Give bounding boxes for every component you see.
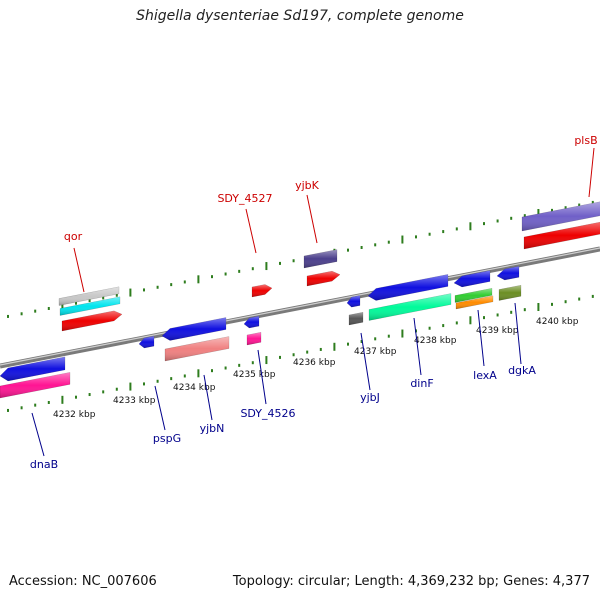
gene-feature[interactable] [303,249,338,269]
gene-feature[interactable] [306,270,341,287]
leader-sdy4527 [245,208,257,254]
leader-yjbk [306,194,318,244]
gene-label-qor: qor [64,230,83,243]
scale-label: 4237 kbp [354,347,397,357]
gene-feature[interactable] [161,317,227,341]
genome-summary-text: Topology: circular; Length: 4,369,232 bp… [232,574,590,589]
scale-label: 4234 kbp [173,383,216,393]
leader-yjbn [203,374,213,421]
leader-dgka [514,302,522,365]
leader-lexa [477,309,485,367]
leader-dinf [413,317,422,376]
gene-feature[interactable] [164,336,230,362]
scale-label: 4232 kbp [53,410,96,420]
scale-labels: 4232 kbp 4233 kbp 4234 kbp 4235 kbp 4236 kbp… [53,317,579,420]
leader-yjbj [360,332,371,391]
scale-label: 4236 kbp [293,358,336,368]
leader-plsb [588,147,595,198]
gene-label-dnab: dnaB [30,458,58,471]
map-title: Shigella dysenteriae Sd197, complete gen… [136,8,464,24]
scale-label: 4239 kbp [476,326,519,336]
gene-label-dinf: dinF [410,377,433,390]
gene-label-yjbj: yjbJ [360,391,380,404]
gene-label-dgka: dgkA [508,364,536,377]
accession-text: Accession: NC_007606 [9,574,157,589]
leader-pspg [154,385,166,431]
gene-label-pspg: pspG [153,432,181,445]
gene-label-plsb: plsB [574,134,597,147]
scale-label: 4235 kbp [233,370,276,380]
leader-sdy4526 [257,349,267,405]
lower-scale-ticks [7,294,594,412]
gene-feature[interactable] [498,284,522,301]
leader-qor [73,247,85,293]
scale-label: 4240 kbp [536,317,579,327]
gene-label-lexa: lexA [473,369,497,382]
scale-label: 4233 kbp [113,396,156,406]
leader-dnab [31,412,45,457]
gene-label-yjbn: yjbN [200,422,225,435]
gene-feature[interactable] [246,331,262,346]
scale-label: 4238 kbp [414,336,457,346]
gene-feature[interactable] [61,310,123,332]
gene-label-sdy4526: SDY_4526 [240,407,295,420]
upper-scale-ticks [7,200,594,318]
gene-feature[interactable] [251,284,273,298]
gene-feature[interactable] [348,311,364,326]
gene-label-yjbk: yjbK [295,179,320,192]
gene-label-sdy4527: SDY_4527 [217,192,272,205]
